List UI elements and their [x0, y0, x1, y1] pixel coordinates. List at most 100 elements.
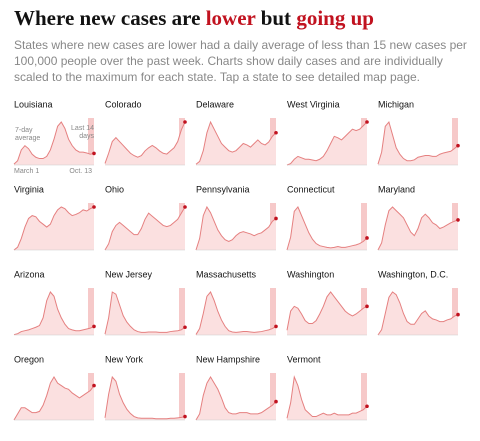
- latest-dot: [365, 404, 369, 409]
- last-14-days: [88, 288, 94, 335]
- state-chart[interactable]: New Hampshire: [195, 354, 278, 421]
- state-chart[interactable]: New York: [104, 354, 187, 421]
- average-line: [195, 120, 277, 165]
- average-line: [286, 121, 368, 166]
- average-line: [195, 205, 277, 251]
- title-part: Where new cases are: [14, 6, 206, 30]
- latest-dot: [365, 304, 369, 309]
- area: [196, 292, 276, 335]
- latest-dot: [456, 218, 460, 222]
- state-name: Connecticut: [287, 184, 335, 194]
- average-line: [195, 291, 277, 335]
- state-chart[interactable]: West Virginia: [286, 99, 369, 166]
- state-chart[interactable]: Virginia: [13, 184, 96, 251]
- state-name: Massachusetts: [196, 269, 257, 279]
- state-chart[interactable]: Vermont: [286, 354, 369, 421]
- subtitle: States where new cases are lower had a d…: [14, 38, 467, 84]
- average-line: [104, 121, 186, 164]
- state-chart[interactable]: New Jersey: [104, 269, 187, 336]
- state-chart[interactable]: Michigan: [377, 99, 460, 166]
- state-chart[interactable]: Washington: [286, 269, 369, 336]
- latest-dot: [274, 216, 278, 221]
- latest-dot: [92, 205, 96, 209]
- average-line: [104, 206, 186, 251]
- average-line: [13, 291, 95, 336]
- state-name: Colorado: [105, 99, 142, 109]
- area: [378, 292, 458, 335]
- annotation: March 1: [14, 168, 39, 175]
- state-name: Louisiana: [14, 99, 53, 109]
- area: [196, 377, 276, 420]
- area: [287, 377, 367, 420]
- state-name: New York: [105, 354, 144, 364]
- state-name: Arizona: [14, 269, 45, 279]
- state-name: Michigan: [378, 99, 414, 109]
- last-14-days: [270, 373, 276, 420]
- last-14-days: [361, 203, 367, 250]
- state-name: Washington, D.C.: [378, 269, 448, 279]
- latest-dot: [183, 205, 187, 209]
- last-14-days: [88, 118, 94, 165]
- latest-dot: [274, 130, 278, 135]
- average-line: [377, 206, 459, 251]
- state-name: Ohio: [105, 184, 124, 194]
- state-name: West Virginia: [287, 99, 340, 109]
- latest-dot: [365, 120, 369, 124]
- annotation: Last 14: [71, 125, 94, 132]
- area: [287, 207, 367, 250]
- latest-dot: [456, 143, 460, 148]
- state-name: Pennsylvania: [196, 184, 250, 194]
- state-chart[interactable]: Connecticut: [286, 184, 369, 251]
- average-line: [286, 375, 368, 419]
- average-line: [13, 121, 95, 165]
- state-name: Maryland: [378, 184, 415, 194]
- average-line: [104, 291, 186, 335]
- latest-dot: [92, 383, 96, 388]
- state-chart[interactable]: Delaware: [195, 99, 278, 166]
- average-line: [377, 291, 459, 336]
- latest-dot: [456, 312, 460, 317]
- latest-dot: [274, 324, 278, 329]
- annotation: average: [15, 135, 40, 142]
- state-chart[interactable]: Oregon: [13, 354, 96, 421]
- title: Where new cases are lower but going up: [14, 6, 470, 31]
- state-name: Virginia: [14, 184, 44, 194]
- average-line: [195, 376, 277, 421]
- state-name: Washington: [287, 269, 334, 279]
- latest-dot: [183, 325, 187, 330]
- state-name: Oregon: [14, 354, 44, 364]
- state-chart[interactable]: Arizona: [13, 269, 96, 336]
- latest-dot: [274, 399, 278, 404]
- title-part: but: [255, 6, 297, 30]
- state-chart[interactable]: Massachusetts: [195, 269, 278, 336]
- average-line: [104, 375, 186, 420]
- last-14-days: [270, 288, 276, 335]
- average-line: [13, 376, 95, 421]
- area: [14, 292, 94, 335]
- state-chart[interactable]: Ohio: [104, 184, 187, 251]
- state-name: Delaware: [196, 99, 234, 109]
- area: [196, 207, 276, 250]
- area: [14, 122, 94, 165]
- state-chart[interactable]: Washington, D.C.: [377, 269, 460, 336]
- last-14-days: [452, 288, 458, 335]
- state-name: New Hampshire: [196, 354, 260, 364]
- latest-dot: [365, 236, 369, 240]
- annotation: Oct. 13: [69, 168, 92, 175]
- annotation: 7-day: [15, 127, 33, 134]
- area: [287, 292, 367, 335]
- latest-dot: [92, 151, 96, 156]
- title-highlight: going up: [296, 6, 374, 30]
- area: [105, 122, 185, 165]
- average-line: [13, 206, 95, 251]
- state-chart[interactable]: Maryland: [377, 184, 460, 251]
- last-14-days: [452, 118, 458, 165]
- state-chart[interactable]: Colorado: [104, 99, 187, 166]
- title-highlight: lower: [205, 6, 256, 30]
- area: [105, 207, 185, 250]
- state-chart[interactable]: Pennsylvania: [195, 184, 278, 251]
- area: [105, 292, 185, 335]
